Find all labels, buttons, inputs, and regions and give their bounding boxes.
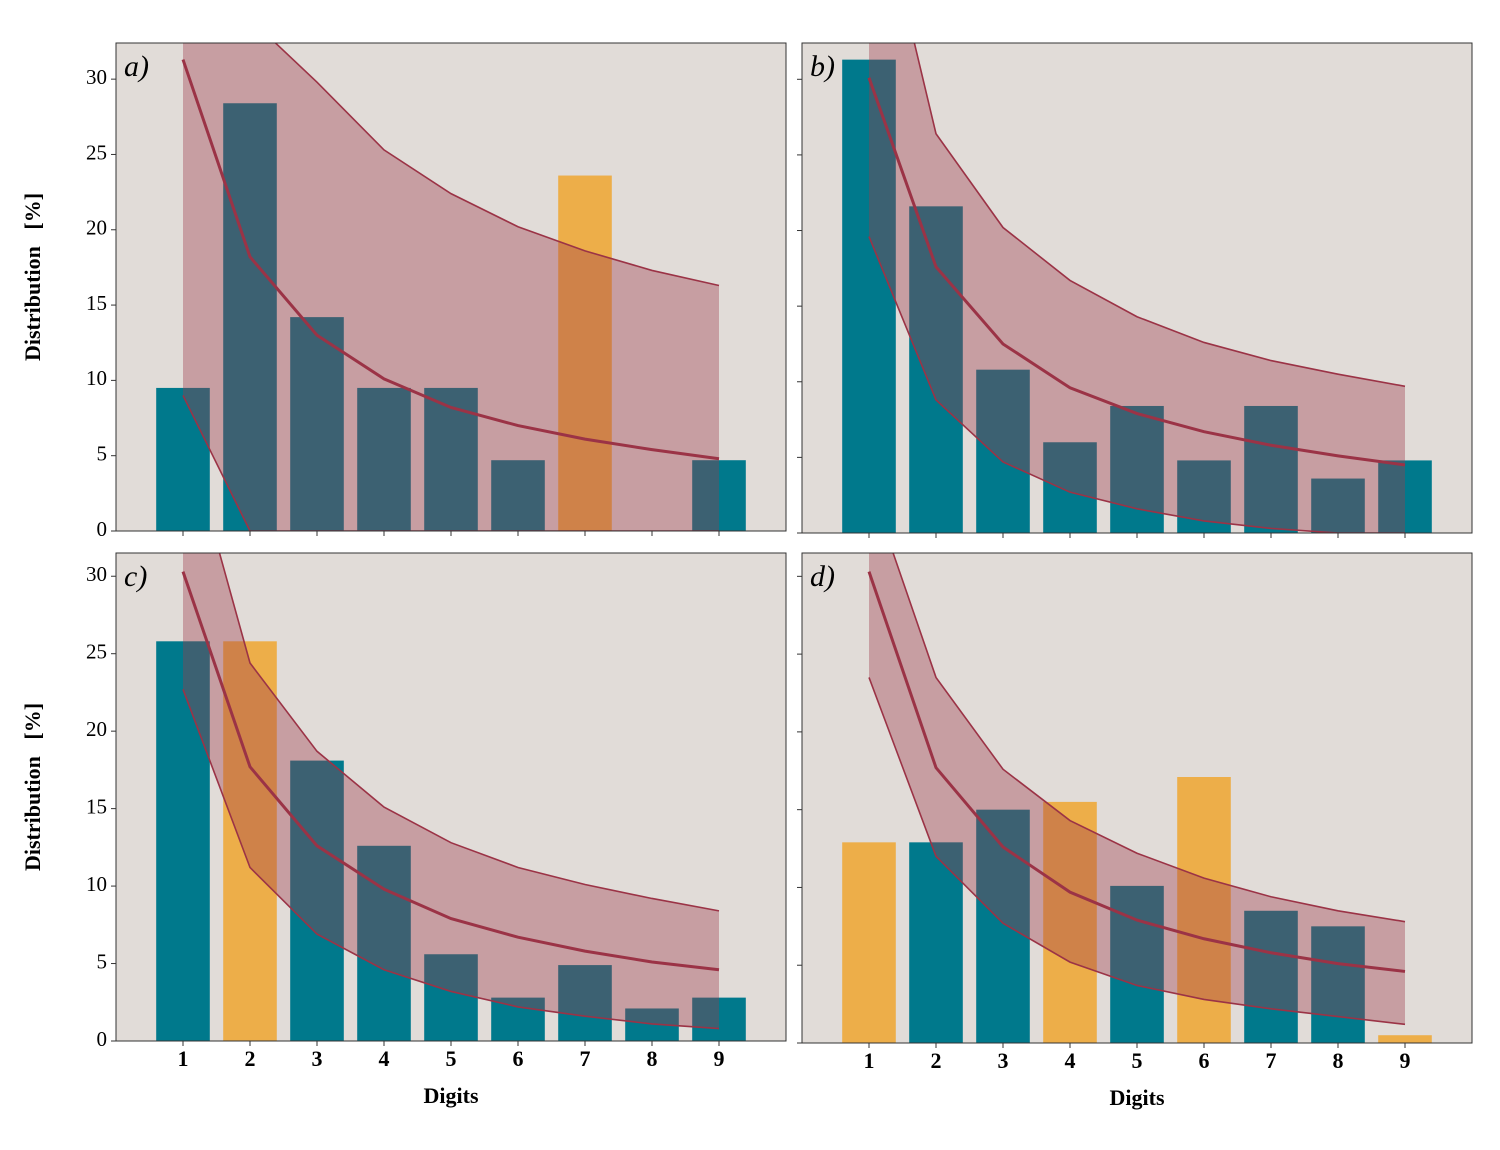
y-axis-label: Distribution [%] <box>20 703 45 871</box>
lower-bound-line <box>868 677 1406 1026</box>
plot-area <box>842 553 1432 1043</box>
bar <box>1311 478 1365 533</box>
confidence-band <box>183 43 719 531</box>
y-tick-label: 30 <box>86 65 107 89</box>
bar <box>1244 405 1298 533</box>
x-tick-label: 2 <box>931 1048 942 1073</box>
upper-bound-line <box>913 43 1406 388</box>
x-tick-label: 9 <box>714 1046 725 1071</box>
plot-area <box>156 43 746 531</box>
y-tick-label: 10 <box>86 872 107 896</box>
bar <box>290 760 344 1041</box>
y-tick-label: 20 <box>86 216 107 240</box>
x-tick-label: 6 <box>513 1046 524 1071</box>
bar <box>1043 442 1097 533</box>
bar <box>842 59 896 533</box>
bar <box>1311 926 1365 1043</box>
x-tick-label: 6 <box>1199 1048 1210 1073</box>
x-tick-label: 7 <box>1266 1048 1277 1073</box>
x-tick-label: 8 <box>1333 1048 1344 1073</box>
bar <box>223 641 277 1041</box>
x-tick-label: 5 <box>446 1046 457 1071</box>
bar <box>909 842 963 1043</box>
bar <box>156 641 210 1041</box>
y-tick-label: 5 <box>97 949 108 973</box>
bar <box>223 103 277 531</box>
expected-line <box>867 77 1406 467</box>
x-tick-label: 5 <box>1132 1048 1143 1073</box>
x-tick-label: 7 <box>580 1046 591 1071</box>
bar <box>692 460 746 531</box>
bar <box>558 175 612 531</box>
expected-line <box>867 571 1406 973</box>
panel-label: b) <box>810 50 835 83</box>
y-tick-label: 25 <box>86 140 107 164</box>
bar <box>692 997 746 1041</box>
y-tick-label: 30 <box>86 562 107 586</box>
bar <box>290 317 344 531</box>
lower-bound-line <box>182 689 720 1030</box>
y-tick-label: 25 <box>86 640 107 664</box>
expected-line <box>181 59 720 461</box>
x-tick-label: 2 <box>245 1046 256 1071</box>
x-tick-label: 1 <box>178 1046 189 1071</box>
upper-bound-line <box>892 553 1406 923</box>
y-tick-label: 0 <box>97 517 108 541</box>
lower-bound-line <box>868 236 1405 533</box>
plot-area <box>156 553 746 1041</box>
plot-area <box>842 43 1432 533</box>
x-tick-label: 4 <box>1065 1048 1076 1073</box>
bar <box>357 387 411 531</box>
bar <box>558 965 612 1041</box>
x-tick-label: 3 <box>998 1048 1009 1073</box>
expected-line <box>181 571 720 972</box>
x-axis-label: Digits <box>1110 1085 1165 1110</box>
bar <box>909 206 963 533</box>
panel-label: a) <box>124 50 149 83</box>
bar <box>491 997 545 1041</box>
bar <box>424 954 478 1041</box>
bar <box>1378 1035 1432 1043</box>
y-tick-label: 15 <box>86 291 107 315</box>
y-tick-label: 0 <box>97 1027 108 1051</box>
bar <box>491 460 545 531</box>
x-tick-label: 8 <box>647 1046 658 1071</box>
bar <box>842 842 896 1043</box>
confidence-band <box>869 553 1405 1025</box>
bar <box>976 369 1030 533</box>
bar <box>156 387 210 531</box>
panel-label: d) <box>810 560 835 593</box>
bar <box>1378 460 1432 533</box>
x-axis-label: Digits <box>424 1083 479 1108</box>
confidence-band <box>183 553 719 1029</box>
panel-label: c) <box>124 560 147 593</box>
x-tick-label: 4 <box>379 1046 390 1071</box>
upper-bound-line <box>274 43 720 287</box>
confidence-band <box>869 43 1405 533</box>
y-tick-label: 5 <box>97 442 108 466</box>
y-tick-label: 10 <box>86 366 107 390</box>
y-axis-label: Distribution [%] <box>20 193 45 361</box>
bar <box>1244 910 1298 1043</box>
y-tick-label: 20 <box>86 717 107 741</box>
y-tick-label: 15 <box>86 794 107 818</box>
x-tick-label: 3 <box>312 1046 323 1071</box>
x-tick-label: 9 <box>1400 1048 1411 1073</box>
bar <box>1043 801 1097 1043</box>
x-tick-label: 1 <box>864 1048 875 1073</box>
upper-bound-line <box>218 553 720 912</box>
